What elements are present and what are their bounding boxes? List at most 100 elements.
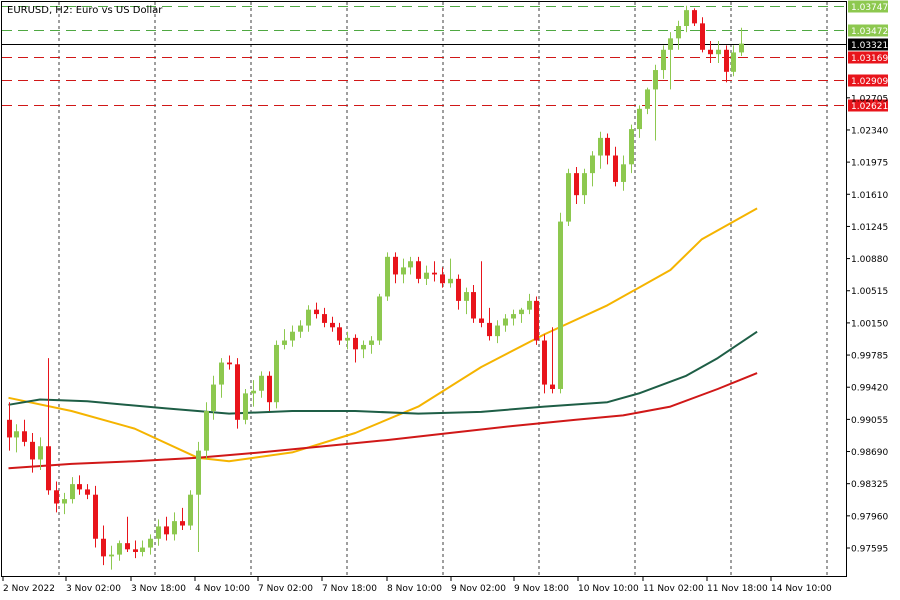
candle-body: [503, 318, 508, 326]
candle-body: [377, 296, 382, 341]
candle-body: [117, 543, 122, 555]
candle-body: [274, 344, 279, 403]
candle-body: [290, 331, 295, 341]
candle: [14, 424, 19, 453]
candle-body: [708, 49, 713, 55]
candle-body: [109, 554, 114, 557]
candle-body: [668, 38, 673, 50]
level-price-label: 1.03169: [851, 54, 888, 64]
candle: [133, 540, 138, 559]
candle-body: [653, 70, 658, 90]
candle-body: [46, 446, 51, 491]
candle: [590, 151, 595, 187]
candle: [140, 540, 145, 557]
candle: [629, 124, 634, 174]
candle: [196, 441, 201, 552]
candle-body: [322, 314, 327, 323]
candle: [117, 540, 122, 561]
candle-body: [204, 411, 209, 451]
time-label: 3 Nov 02:00: [66, 584, 121, 594]
candle-body: [448, 278, 453, 284]
level-price-label: 1.03472: [851, 27, 888, 37]
candle-body: [598, 137, 603, 156]
candle: [739, 27, 744, 56]
candle: [54, 481, 59, 513]
price-label: 1.00150: [851, 319, 888, 329]
candle-body: [716, 49, 721, 55]
candle: [684, 5, 689, 33]
candle-body: [30, 441, 35, 460]
level-price-box: [848, 0, 888, 13]
time-label: 11 Nov 18:00: [707, 584, 768, 594]
candle: [668, 32, 673, 90]
candle: [172, 512, 177, 541]
candle-body: [243, 393, 248, 420]
candle: [416, 256, 421, 284]
candle-body: [330, 322, 335, 328]
candle: [306, 305, 311, 332]
candle: [7, 402, 12, 451]
level-price-label: 1.02621: [851, 102, 888, 112]
price-label: 0.97960: [851, 512, 888, 522]
candle-body: [219, 362, 224, 385]
candle: [503, 314, 508, 332]
candle: [164, 516, 169, 541]
candle-body: [148, 538, 153, 548]
candle: [274, 340, 279, 409]
candle: [637, 105, 642, 138]
candle-body: [590, 155, 595, 174]
candle-body: [432, 272, 437, 275]
time-label: 2 Nov 2022: [3, 584, 55, 594]
candle: [700, 17, 705, 53]
candle-body: [385, 256, 390, 297]
price-label: 0.98325: [851, 480, 888, 490]
candle-body: [133, 549, 138, 552]
candle: [432, 261, 437, 282]
candle: [621, 155, 626, 191]
candle: [487, 307, 492, 341]
candle: [424, 265, 429, 286]
price-label: 1.01245: [851, 223, 888, 233]
candle-body: [534, 300, 539, 341]
candle: [692, 8, 697, 26]
candle: [369, 336, 374, 354]
candle-body: [519, 309, 524, 315]
candle-body: [85, 489, 90, 495]
candle-body: [684, 10, 689, 26]
price-label: 1.02705: [851, 94, 888, 104]
candle: [527, 293, 532, 315]
candle: [93, 485, 98, 548]
candle-body: [401, 267, 406, 275]
candle-body: [259, 375, 264, 391]
candle-body: [38, 446, 43, 460]
candle: [330, 316, 335, 332]
candle-body: [267, 375, 272, 403]
candle-body: [550, 384, 555, 389]
level-price-box: [848, 38, 888, 51]
candle-body: [456, 278, 461, 301]
candle-body: [676, 25, 681, 39]
candle: [227, 355, 232, 370]
candle: [243, 388, 248, 425]
candle: [361, 340, 366, 359]
candle: [534, 296, 539, 345]
candle-body: [353, 337, 358, 350]
time-label: 4 Nov 10:00: [195, 584, 250, 594]
moving-average-line: [8, 330, 758, 415]
price-label: 1.01610: [851, 191, 888, 201]
price-label: 1.00880: [851, 255, 888, 265]
candle-body: [77, 484, 82, 490]
level-price-label: 1.02909: [851, 77, 888, 87]
candle: [653, 64, 658, 141]
candle: [716, 40, 721, 64]
level-price-box: [848, 51, 888, 64]
candle-body: [93, 494, 98, 539]
candle: [456, 274, 461, 310]
candle-body: [314, 309, 319, 315]
candle-body: [471, 292, 476, 319]
price-label: 1.00515: [851, 287, 888, 297]
candle-body: [125, 543, 130, 550]
candle: [38, 437, 43, 471]
time-label: 3 Nov 18:00: [131, 584, 186, 594]
